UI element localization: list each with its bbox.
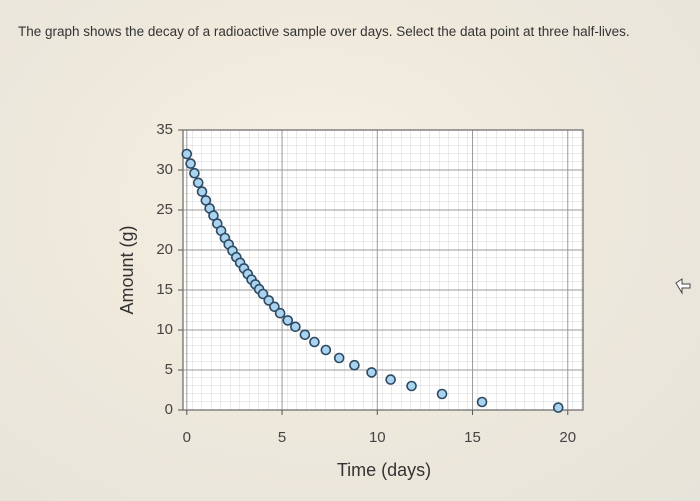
data-point bbox=[185, 158, 196, 169]
y-tick-label: 30 bbox=[156, 161, 173, 178]
y-tick-label: 0 bbox=[165, 401, 173, 418]
y-tick-label: 25 bbox=[156, 201, 173, 218]
cursor-icon bbox=[675, 278, 691, 295]
y-axis-title: Amount (g) bbox=[117, 225, 137, 314]
x-tick-label: 0 bbox=[183, 429, 191, 446]
data-point bbox=[366, 367, 377, 378]
data-point bbox=[192, 177, 204, 189]
data-point bbox=[290, 321, 301, 333]
data-point bbox=[282, 315, 294, 326]
question-text: The graph shows the decay of a radioacti… bbox=[18, 24, 630, 39]
data-point bbox=[476, 396, 488, 408]
x-tick-label: 15 bbox=[464, 429, 481, 446]
x-tick-label: 5 bbox=[278, 429, 286, 446]
plot-border bbox=[182, 129, 584, 411]
data-point bbox=[385, 374, 396, 385]
data-point bbox=[406, 380, 417, 392]
data-point bbox=[196, 186, 208, 197]
data-point bbox=[436, 388, 448, 400]
data-point bbox=[181, 148, 193, 160]
y-tick-label: 15 bbox=[156, 281, 173, 298]
y-tick-label: 10 bbox=[156, 321, 173, 338]
data-point bbox=[333, 352, 345, 364]
data-point bbox=[349, 359, 360, 371]
x-axis-title: Time (days) bbox=[337, 460, 431, 480]
data-point bbox=[257, 288, 269, 300]
data-point bbox=[552, 402, 564, 413]
y-tick-label: 5 bbox=[165, 361, 173, 378]
y-tick-label: 35 bbox=[156, 121, 173, 138]
x-tick-label: 20 bbox=[559, 429, 576, 446]
data-point bbox=[269, 301, 280, 313]
data-point bbox=[299, 329, 311, 341]
data-point bbox=[274, 307, 286, 319]
y-tick-label: 20 bbox=[156, 241, 173, 258]
data-point bbox=[263, 295, 275, 306]
x-tick-label: 10 bbox=[369, 429, 386, 446]
data-point bbox=[309, 336, 320, 348]
data-point bbox=[189, 167, 200, 179]
data-point bbox=[320, 344, 332, 356]
